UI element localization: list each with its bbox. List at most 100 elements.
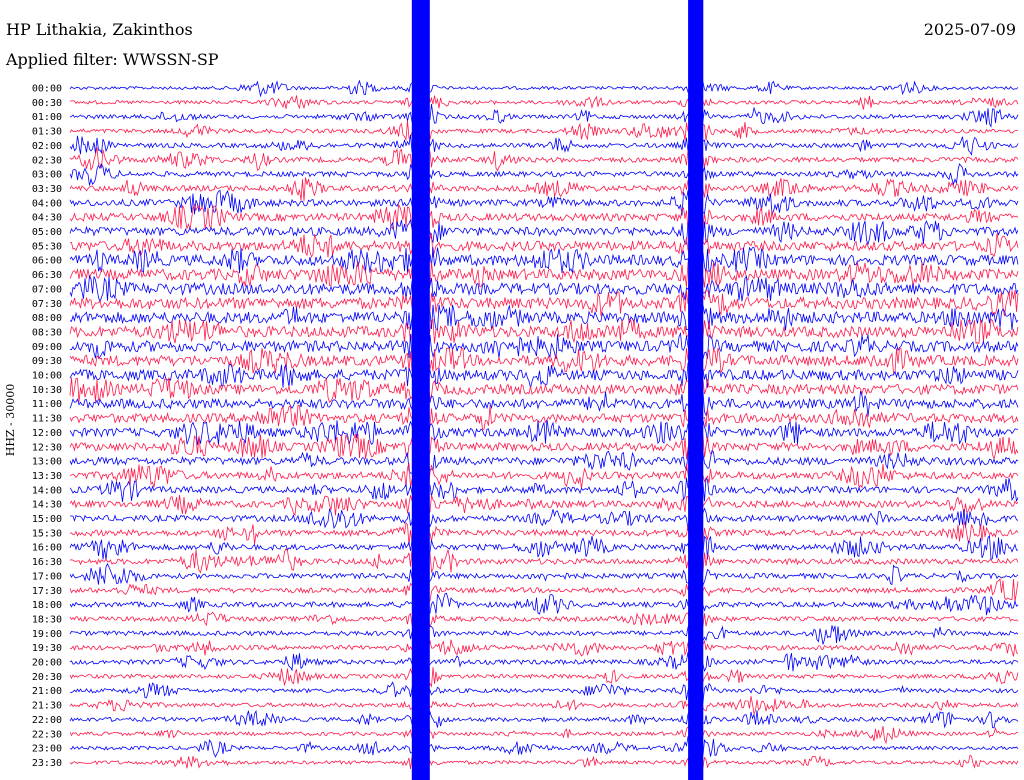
trace-row-1600 bbox=[69, 533, 1019, 561]
time-tick-label: 19:30 bbox=[32, 643, 62, 654]
saturated-signal-band bbox=[688, 0, 704, 780]
time-tick-label: 22:30 bbox=[32, 729, 62, 740]
time-tick-label: 18:30 bbox=[32, 614, 62, 625]
trace-row-1900 bbox=[69, 622, 1019, 645]
time-tick-label: 00:30 bbox=[32, 98, 62, 109]
time-tick-label: 22:00 bbox=[32, 715, 62, 726]
trace-row-1730 bbox=[69, 578, 1019, 603]
time-tick-label: 16:00 bbox=[32, 543, 62, 554]
time-tick-label: 23:30 bbox=[32, 758, 62, 769]
station-title: HP Lithakia, Zakinthos bbox=[6, 20, 193, 39]
trace-row-0030 bbox=[69, 92, 1019, 115]
trace-row-2330 bbox=[69, 751, 1019, 774]
trace-row-1700 bbox=[69, 562, 1019, 587]
time-tick-label: 10:00 bbox=[32, 371, 62, 382]
trace-row-0230 bbox=[69, 147, 1019, 174]
time-tick-label: 21:30 bbox=[32, 701, 62, 712]
filter-label: Applied filter: WWSSN-SP bbox=[6, 50, 219, 69]
time-tick-label: 05:00 bbox=[32, 227, 62, 238]
date-label: 2025-07-09 bbox=[923, 20, 1016, 39]
trace-row-1330 bbox=[69, 463, 1019, 489]
trace-row-1530 bbox=[69, 520, 1019, 546]
trace-row-1230 bbox=[69, 433, 1019, 461]
time-tick-label: 15:30 bbox=[32, 528, 62, 539]
trace-row-0530 bbox=[69, 232, 1019, 258]
time-tick-label: 08:30 bbox=[32, 327, 62, 338]
time-tick-label: 03:00 bbox=[32, 170, 62, 181]
trace-row-2030 bbox=[69, 665, 1019, 689]
trace-row-0400 bbox=[69, 189, 1019, 216]
time-tick-label: 11:00 bbox=[32, 399, 62, 410]
time-tick-label: 04:30 bbox=[32, 213, 62, 224]
time-tick-label: 14:00 bbox=[32, 485, 62, 496]
time-tick-label: 07:30 bbox=[32, 299, 62, 310]
trace-row-0430 bbox=[69, 203, 1019, 231]
time-tick-label: 02:30 bbox=[32, 155, 62, 166]
trace-row-0300 bbox=[69, 160, 1019, 186]
time-tick-label: 05:30 bbox=[32, 241, 62, 252]
trace-row-0800 bbox=[69, 304, 1019, 331]
time-tick-label: 09:30 bbox=[32, 356, 62, 367]
time-tick-label: 03:30 bbox=[32, 184, 62, 195]
trace-row-1130 bbox=[69, 404, 1019, 430]
trace-row-1400 bbox=[69, 477, 1019, 504]
time-tick-label: 14:30 bbox=[32, 500, 62, 511]
time-tick-label: 20:00 bbox=[32, 658, 62, 669]
trace-row-0330 bbox=[69, 176, 1019, 202]
trace-row-2000 bbox=[69, 648, 1019, 675]
time-tick-label: 23:00 bbox=[32, 744, 62, 755]
trace-row-0930 bbox=[69, 347, 1019, 375]
trace-row-1300 bbox=[69, 447, 1019, 474]
time-tick-label: 13:30 bbox=[32, 471, 62, 482]
trace-row-1200 bbox=[69, 419, 1019, 446]
time-tick-label: 17:30 bbox=[32, 586, 62, 597]
trace-row-0500 bbox=[69, 218, 1019, 246]
time-tick-label: 15:00 bbox=[32, 514, 62, 525]
time-tick-label: 11:30 bbox=[32, 414, 62, 425]
time-tick-label: 00:00 bbox=[32, 84, 62, 95]
trace-row-0130 bbox=[69, 119, 1019, 144]
time-tick-label: 13:00 bbox=[32, 457, 62, 468]
trace-row-1800 bbox=[69, 592, 1019, 617]
time-tick-label: 16:30 bbox=[32, 557, 62, 568]
time-tick-label: 04:00 bbox=[32, 198, 62, 209]
trace-row-1430 bbox=[69, 491, 1019, 517]
trace-row-1830 bbox=[69, 608, 1019, 631]
time-tick-label: 02:00 bbox=[32, 141, 62, 152]
trace-row-2200 bbox=[69, 707, 1019, 730]
trace-row-2230 bbox=[69, 723, 1019, 745]
trace-row-0830 bbox=[69, 318, 1019, 346]
time-tick-label: 07:00 bbox=[32, 284, 62, 295]
trace-row-0900 bbox=[69, 331, 1019, 360]
trace-row-1630 bbox=[69, 548, 1019, 575]
time-tick-label: 12:00 bbox=[32, 428, 62, 439]
time-tick-label: 01:30 bbox=[32, 127, 62, 138]
time-tick-label: 20:30 bbox=[32, 672, 62, 683]
time-tick-label: 18:00 bbox=[32, 600, 62, 611]
time-tick-label: 21:00 bbox=[32, 686, 62, 697]
time-tick-label: 19:00 bbox=[32, 629, 62, 640]
trace-row-0000 bbox=[69, 79, 1019, 98]
trace-row-0600 bbox=[69, 246, 1019, 275]
saturated-signal-band bbox=[411, 0, 430, 780]
trace-row-2300 bbox=[69, 735, 1019, 761]
trace-row-1500 bbox=[69, 505, 1019, 532]
time-tick-label: 06:00 bbox=[32, 256, 62, 267]
trace-row-1030 bbox=[69, 377, 1019, 404]
trace-row-0100 bbox=[69, 103, 1019, 128]
trace-row-1000 bbox=[69, 362, 1019, 388]
trace-row-2130 bbox=[69, 692, 1019, 717]
trace-row-0200 bbox=[69, 132, 1019, 156]
trace-row-1930 bbox=[69, 634, 1019, 661]
time-tick-label: 12:30 bbox=[32, 442, 62, 453]
time-tick-label: 10:30 bbox=[32, 385, 62, 396]
time-tick-label: 01:00 bbox=[32, 112, 62, 123]
trace-row-0730 bbox=[69, 289, 1019, 317]
time-tick-label: 08:00 bbox=[32, 313, 62, 324]
trace-row-0700 bbox=[69, 274, 1019, 304]
trace-row-2100 bbox=[69, 679, 1019, 704]
time-tick-label: 09:00 bbox=[32, 342, 62, 353]
time-tick-label: 06:30 bbox=[32, 270, 62, 281]
